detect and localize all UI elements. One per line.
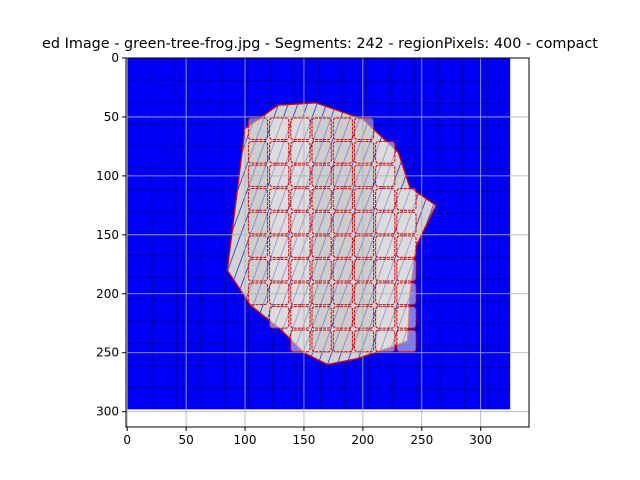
foreground-segment <box>375 188 396 211</box>
foreground-segment <box>396 188 417 211</box>
foreground-segment <box>247 141 269 164</box>
segment-boundary-h <box>127 387 511 390</box>
foreground-segment <box>311 306 332 329</box>
foreground-segment <box>269 188 290 211</box>
foreground-segment <box>353 188 375 211</box>
foreground-segment <box>269 141 290 164</box>
foreground-segment <box>290 235 311 258</box>
foreground-segment <box>332 188 353 211</box>
x-tick-label: 100 <box>234 433 257 447</box>
foreground-segment <box>353 141 375 164</box>
foreground-segment <box>396 258 417 282</box>
x-tick-label: 0 <box>123 433 131 447</box>
foreground-segment <box>396 329 417 353</box>
x-tick-label: 200 <box>351 433 374 447</box>
foreground-segment <box>311 258 332 282</box>
foreground-segment <box>396 306 417 329</box>
segment-boundary-h <box>127 365 511 368</box>
foreground-segment <box>332 211 353 235</box>
chart-title: ed Image - green-tree-frog.jpg - Segment… <box>42 36 598 52</box>
foreground-segment <box>311 188 332 211</box>
y-tick-label: 100 <box>96 169 119 183</box>
x-tick-label: 300 <box>469 433 492 447</box>
foreground-segment <box>375 141 396 164</box>
foreground-segment <box>396 211 417 235</box>
x-tick-label: 250 <box>410 433 433 447</box>
foreground-segment <box>353 258 375 282</box>
segmented-image <box>127 57 511 410</box>
x-axis: 0 50 100 150 200 250 300 <box>123 427 492 447</box>
foreground-segment <box>332 235 353 258</box>
foreground-segment <box>269 258 290 282</box>
foreground-segment <box>375 258 396 282</box>
foreground-segment <box>290 117 311 141</box>
foreground-segment <box>332 117 353 141</box>
x-tick-label: 150 <box>292 433 315 447</box>
foreground-segment <box>353 329 375 353</box>
axes-frame <box>125 57 530 428</box>
foreground-segment <box>247 258 269 282</box>
foreground-segment <box>290 141 311 164</box>
foreground-segment <box>332 329 353 353</box>
foreground-segment <box>332 141 353 164</box>
foreground-segment <box>269 306 290 329</box>
foreground-segment <box>396 235 417 258</box>
foreground-segment <box>311 211 332 235</box>
foreground-segment <box>247 117 269 141</box>
foreground-segment <box>375 235 396 258</box>
foreground-segment <box>290 258 311 282</box>
y-tick-label: 250 <box>96 346 119 360</box>
y-tick-label: 150 <box>96 228 119 242</box>
foreground-segment <box>247 235 269 258</box>
foreground-region <box>226 102 437 366</box>
foreground-segment <box>375 211 396 235</box>
foreground-segment <box>375 306 396 329</box>
foreground-segment <box>353 117 375 141</box>
foreground-segment <box>332 258 353 282</box>
foreground-segment <box>269 117 290 141</box>
foreground-segment <box>332 306 353 329</box>
foreground-segment <box>290 211 311 235</box>
x-tick-label: 50 <box>178 433 193 447</box>
y-tick-label: 0 <box>111 51 119 65</box>
foreground-segment <box>311 235 332 258</box>
foreground-segment <box>290 329 311 353</box>
foreground-segment <box>247 211 269 235</box>
foreground-segment <box>353 211 375 235</box>
foreground-segment <box>290 188 311 211</box>
foreground-segment <box>269 235 290 258</box>
y-axis: 0 50 100 150 200 250 300 <box>96 51 126 419</box>
foreground-segment <box>311 141 332 164</box>
foreground-segment <box>311 329 332 353</box>
foreground-segment <box>247 188 269 211</box>
foreground-segment <box>353 306 375 329</box>
foreground-segment <box>353 235 375 258</box>
foreground-segment <box>375 329 396 353</box>
y-tick-label: 200 <box>96 287 119 301</box>
foreground-segment <box>311 117 332 141</box>
foreground-segment <box>290 306 311 329</box>
y-tick-label: 50 <box>104 110 119 124</box>
foreground-segment <box>269 211 290 235</box>
y-tick-label: 300 <box>96 405 119 419</box>
